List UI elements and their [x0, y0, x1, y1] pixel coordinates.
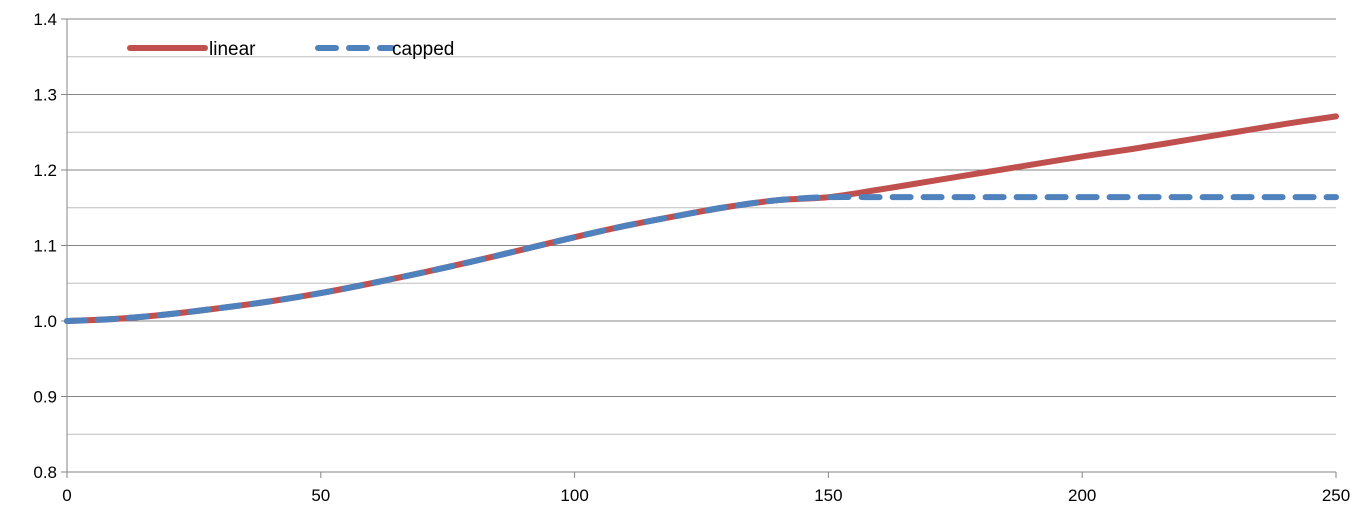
- x-tick-label-2: 100: [560, 486, 588, 505]
- series-line-capped: [64, 193, 1339, 324]
- y-tick-label-5: 1.3: [33, 86, 57, 105]
- y-tick-label-1: 0.9: [33, 388, 57, 407]
- x-tick-label-4: 200: [1068, 486, 1096, 505]
- series-layer: [64, 113, 1339, 324]
- y-tick-label-0: 0.8: [33, 463, 57, 482]
- y-tick-label-3: 1.1: [33, 237, 57, 256]
- x-tick-label-3: 150: [814, 486, 842, 505]
- legend: linear capped: [127, 39, 454, 60]
- axis-layer: 0.8 0.9 1.0 1.1 1.2 1.3 1.4 0 50 100 150 200 250: [33, 10, 1350, 505]
- y-tick-label-6: 1.4: [33, 10, 57, 29]
- x-tick-label-0: 0: [62, 486, 71, 505]
- grid-layer: [67, 18, 1336, 473]
- y-tick-label-2: 1.0: [33, 312, 57, 331]
- legend-label-linear: linear: [209, 39, 256, 60]
- x-tick-label-5: 250: [1322, 486, 1350, 505]
- x-tick-label-1: 50: [311, 486, 330, 505]
- y-tick-label-4: 1.2: [33, 161, 57, 180]
- series-line-linear: [64, 113, 1339, 324]
- legend-label-capped: capped: [392, 39, 454, 60]
